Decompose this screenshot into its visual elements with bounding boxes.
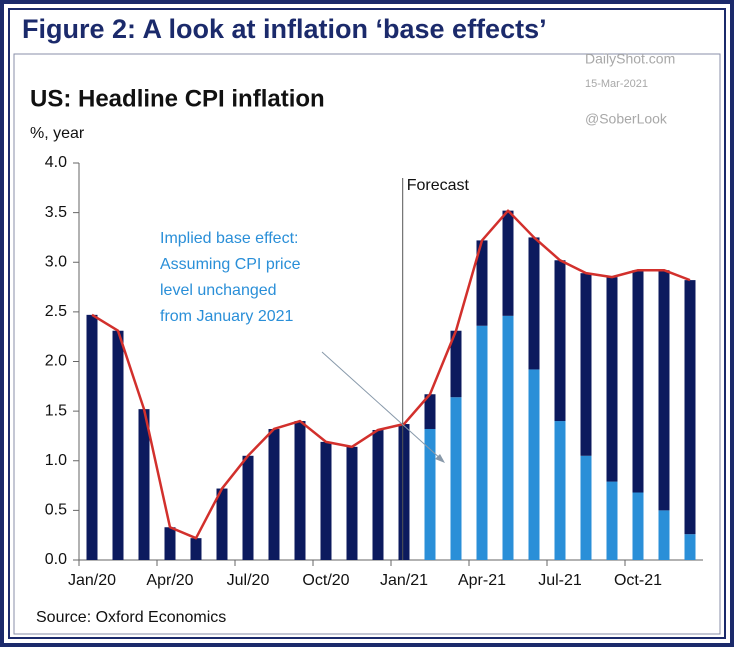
y-axis-label: %, year bbox=[30, 125, 85, 142]
inner-frame bbox=[8, 8, 726, 639]
x-tick-label: Jul-21 bbox=[538, 572, 582, 589]
bar-segment bbox=[450, 330, 462, 398]
bar-segment bbox=[216, 488, 228, 560]
bar-segment bbox=[190, 538, 202, 560]
bar-segment bbox=[398, 424, 410, 560]
watermark: DailyShot.com bbox=[585, 51, 675, 67]
annotation: level unchanged bbox=[160, 282, 277, 299]
bar-segment bbox=[658, 510, 670, 560]
annotation: Assuming CPI price bbox=[160, 256, 301, 273]
bar-segment bbox=[320, 441, 332, 560]
bar-segment bbox=[580, 455, 592, 560]
bar-segment bbox=[164, 527, 176, 560]
bar-segment bbox=[554, 421, 566, 560]
annotation: Implied base effect: bbox=[160, 230, 298, 247]
figure-title: Figure 2: A look at inflation ‘base effe… bbox=[22, 14, 547, 44]
bar-segment bbox=[476, 325, 488, 560]
annotation-arrowhead bbox=[435, 454, 445, 463]
x-tick-label: Apr-21 bbox=[458, 572, 506, 589]
x-tick-label: Oct/20 bbox=[302, 572, 349, 589]
bar-segment bbox=[346, 446, 358, 560]
forecast-label: Forecast bbox=[407, 177, 470, 194]
x-tick-label: Jan/21 bbox=[380, 572, 428, 589]
bar-segment bbox=[268, 428, 280, 560]
bar-segment bbox=[112, 330, 124, 560]
bar-segment bbox=[242, 455, 254, 560]
x-tick-label: Oct-21 bbox=[614, 572, 662, 589]
y-tick-label: 2.5 bbox=[45, 303, 67, 320]
bar-segment bbox=[528, 237, 540, 370]
annotation-arrow bbox=[321, 351, 443, 461]
y-tick-label: 1.5 bbox=[45, 402, 67, 419]
bar-segment bbox=[684, 280, 696, 535]
bar-segment bbox=[86, 314, 98, 560]
bar-segment bbox=[372, 429, 384, 560]
watermark: 15-Mar-2021 bbox=[585, 78, 648, 90]
line bbox=[91, 209, 691, 540]
watermark: @SoberLook bbox=[585, 111, 668, 127]
y-tick-label: 0.0 bbox=[45, 551, 67, 568]
bar-segment bbox=[528, 369, 540, 560]
y-tick-label: 2.0 bbox=[45, 353, 67, 370]
bar-segment bbox=[658, 270, 670, 511]
bar-segment bbox=[294, 421, 306, 560]
x-tick-label: Apr/20 bbox=[146, 572, 193, 589]
y-tick-label: 3.5 bbox=[45, 204, 67, 221]
bar-segment bbox=[424, 428, 436, 560]
annotation: from January 2021 bbox=[160, 308, 294, 325]
bar-segment bbox=[606, 277, 618, 482]
bar-segment bbox=[606, 481, 618, 560]
y-tick-label: 1.0 bbox=[45, 452, 67, 469]
bar-segment bbox=[684, 534, 696, 560]
bar-segment bbox=[502, 315, 514, 560]
x-tick-label: Jul/20 bbox=[227, 572, 270, 589]
x-tick-label: Jan/20 bbox=[68, 572, 116, 589]
plot-frame bbox=[13, 53, 721, 635]
bar-segment bbox=[476, 240, 488, 326]
bar-segment bbox=[138, 409, 150, 560]
chart-title: US: Headline CPI inflation bbox=[30, 85, 325, 112]
y-tick-label: 4.0 bbox=[45, 154, 67, 171]
bar-segment bbox=[632, 492, 644, 560]
bar-segment bbox=[450, 397, 462, 560]
bar-segment bbox=[502, 210, 514, 316]
bar-segment bbox=[554, 260, 566, 422]
source: Source: Oxford Economics bbox=[36, 609, 226, 626]
bar-segment bbox=[632, 270, 644, 493]
bar-segment bbox=[580, 273, 592, 456]
bar-segment bbox=[424, 394, 436, 429]
y-tick-label: 3.0 bbox=[45, 253, 67, 270]
y-tick-label: 0.5 bbox=[45, 502, 67, 519]
